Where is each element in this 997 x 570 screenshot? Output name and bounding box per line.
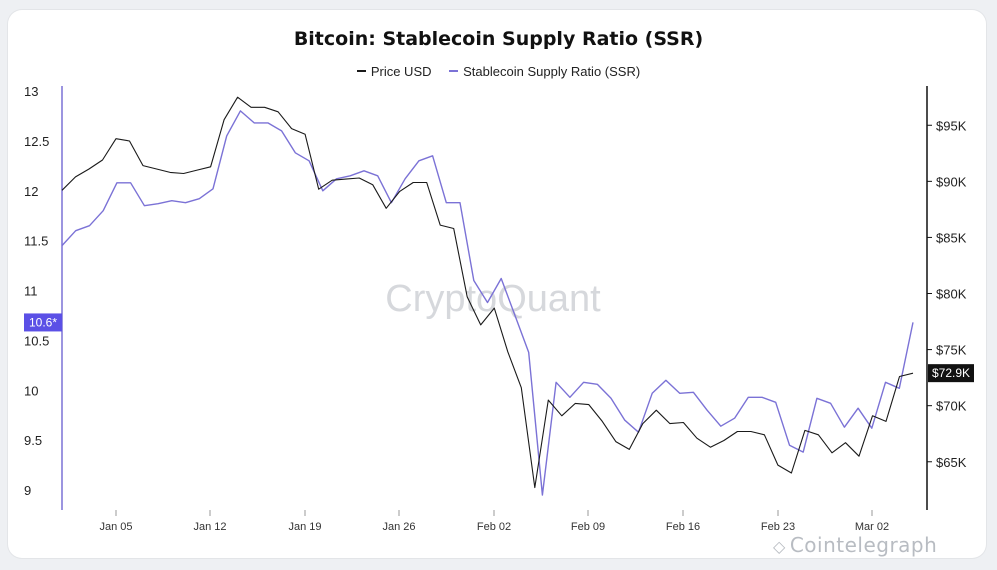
x-tick-label: Feb 09 [571, 521, 605, 533]
chart-legend: Price USD Stablecoin Supply Ratio (SSR) [0, 60, 997, 79]
source-logo-text: Cointelegraph [789, 533, 938, 557]
y-right-tick-label: $65K [936, 455, 967, 470]
x-tick-label: Jan 05 [99, 521, 132, 533]
value-labels: 10.6* $72.9K [24, 313, 974, 383]
series-line-ssr [61, 110, 914, 496]
y-right-tick-label: $80K [936, 287, 967, 302]
legend-label-price: Price USD [370, 63, 432, 79]
x-tick-label: Feb 02 [477, 521, 511, 533]
y-left-tick-label: 9 [24, 483, 31, 498]
chart-title: Bitcoin: Stablecoin Supply Ratio (SSR) [293, 28, 704, 50]
legend-item-ssr[interactable]: Stablecoin Supply Ratio (SSR) [449, 64, 640, 79]
y-right-tick-label: $75K [936, 343, 967, 358]
series-lines [61, 96, 914, 496]
ssr-last-value-box [24, 313, 62, 332]
chart-card [8, 10, 986, 558]
y-left-tick-label: 9.5 [24, 433, 42, 448]
x-tick-label: Jan 19 [288, 521, 321, 533]
logo-diamond-icon: ◇ [773, 537, 786, 556]
y-left-tick-label: 10.5 [24, 333, 49, 348]
y-left-tick-label: 12 [24, 184, 38, 199]
legend-item-price[interactable]: Price USD [356, 63, 432, 79]
y-left-tick-label: 13 [24, 84, 38, 99]
y-left-tick-label: 11.5 [24, 234, 48, 249]
legend-swatch-ssr [449, 70, 459, 72]
x-tick-label: Jan 26 [382, 521, 415, 533]
y-right-tick-label: $95K [936, 118, 967, 133]
y-left-tick-label: 10 [24, 383, 38, 398]
y-left-tick-label: 12.5 [24, 134, 49, 149]
price-last-value-box [928, 364, 974, 383]
x-tick-label: Feb 23 [761, 521, 795, 533]
watermark: CryptoQuant [385, 278, 601, 320]
y-right-tick-label: $90K [936, 174, 967, 189]
legend-label-ssr: Stablecoin Supply Ratio (SSR) [463, 63, 641, 79]
x-tick-label: Jan 12 [193, 521, 226, 533]
legend-swatch-price [356, 70, 366, 72]
y-right-tick-label: $70K [936, 399, 967, 414]
series-line-price [61, 96, 914, 489]
price-last-value-label: $72.9K [932, 366, 970, 380]
ssr-last-value-label: 10.6* [29, 315, 57, 329]
axes: 9 9.5 10 10.5 11 11.5 12 12.5 13 $65K $70K $75K $80K… [24, 84, 967, 533]
source-logo: ◇ Cointelegraph [773, 533, 937, 557]
x-tick-label: Feb 16 [666, 521, 700, 533]
x-tick-label: Mar 02 [855, 521, 889, 533]
y-left-tick-label: 11 [24, 284, 38, 299]
y-right-tick-label: $85K [936, 230, 967, 245]
